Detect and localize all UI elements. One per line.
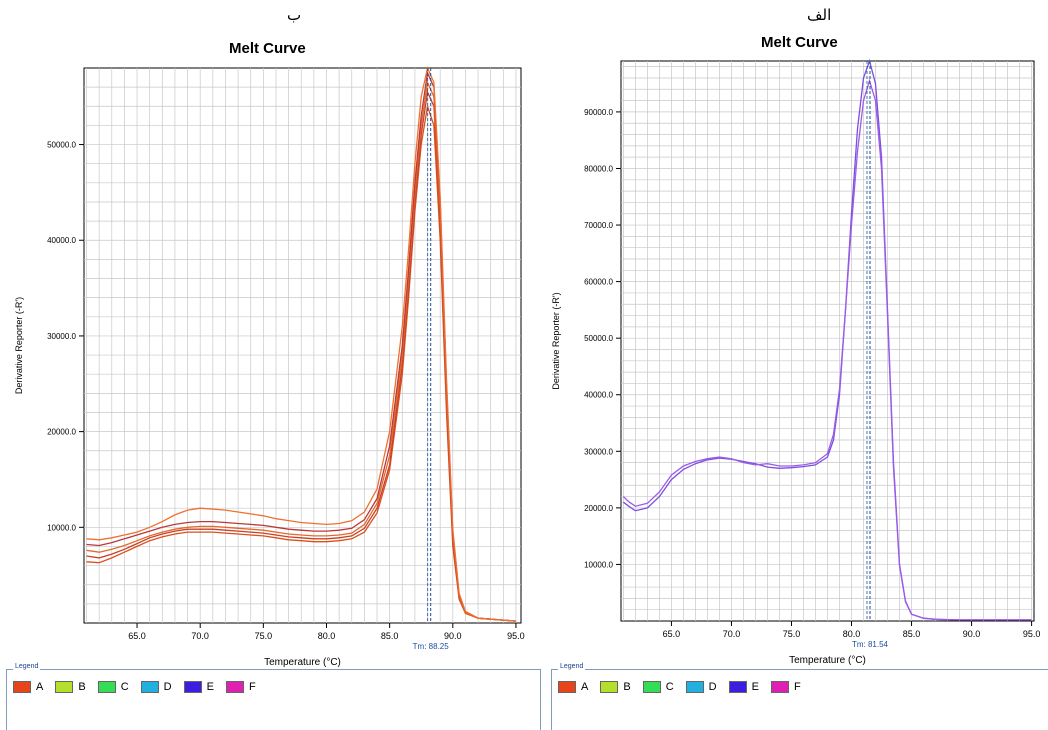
- x-tick-label: 95.0: [507, 631, 525, 641]
- legend-item-d[interactable]: D: [140, 681, 178, 693]
- legend-label: F: [793, 681, 801, 693]
- y-tick-label: 50000.0: [584, 334, 613, 343]
- legend-label: E: [206, 681, 214, 693]
- x-tick-label: 70.0: [723, 629, 741, 639]
- y-tick-label: 30000.0: [584, 447, 613, 456]
- legend-swatch: [600, 681, 619, 693]
- legend-label: A: [581, 681, 589, 693]
- x-tick-label: 90.0: [963, 629, 981, 639]
- legend-item-f[interactable]: F: [225, 681, 262, 693]
- grid: [84, 68, 521, 623]
- y-tick-label: 10000.0: [584, 560, 613, 569]
- x-tick-label: 95.0: [1023, 629, 1041, 639]
- y-tick-label: 50000.0: [47, 141, 76, 150]
- legend-item-f[interactable]: F: [770, 681, 807, 693]
- x-tick-label: 80.0: [318, 631, 336, 641]
- y-tick-label: 60000.0: [584, 278, 613, 287]
- legend-caption: Legend: [13, 663, 41, 670]
- tm-label: Tm: 81.54: [852, 640, 889, 649]
- legend-label: A: [36, 681, 44, 693]
- y-tick-label: 90000.0: [584, 108, 613, 117]
- legend-item-a[interactable]: A: [558, 681, 594, 693]
- legend-label: D: [708, 681, 717, 693]
- legend-items: A B C D E F: [13, 681, 262, 693]
- y-tick-label: 20000.0: [584, 504, 613, 513]
- legend-swatch: [728, 681, 747, 693]
- legend-swatch: [558, 681, 576, 693]
- grid: [621, 61, 1034, 621]
- x-axis-label: Temperature (°C): [264, 657, 341, 668]
- legend-box: Legend A B C D E F: [551, 663, 1048, 730]
- legend-swatch: [770, 681, 789, 693]
- x-tick-label: 80.0: [843, 629, 861, 639]
- legend-label: B: [78, 681, 86, 693]
- y-tick-label: 40000.0: [584, 391, 613, 400]
- left-panel: ب Melt Curve 65.0 70.0 75.0 80.0 85.0 90.0 95.…: [6, 6, 541, 730]
- panel-letter: ب: [287, 6, 302, 24]
- right-panel: الف Melt Curve 65.0 70.0 75.0 80.0 85.0 90.0 9…: [545, 0, 1048, 730]
- legend-item-c[interactable]: C: [97, 681, 135, 693]
- legend-swatch: [642, 681, 661, 693]
- legend-swatch: [225, 681, 244, 693]
- legend-item-a[interactable]: A: [13, 681, 49, 693]
- legend-label: E: [751, 681, 759, 693]
- x-tick-label: 85.0: [903, 629, 921, 639]
- legend-item-d[interactable]: D: [685, 681, 723, 693]
- legend-swatch: [183, 681, 202, 693]
- legend-item-b[interactable]: B: [55, 681, 91, 693]
- legend-label: B: [623, 681, 631, 693]
- melt-curve-chart-left: 65.0 70.0 75.0 80.0 85.0 90.0 95.0 10000.0 20000…: [14, 65, 525, 668]
- legend-swatch: [140, 681, 159, 693]
- x-tick-label: 65.0: [128, 631, 146, 641]
- x-tick-label: 65.0: [663, 629, 681, 639]
- melt-curve-chart-right: 65.0 70.0 75.0 80.0 85.0 90.0 95.0 10000.0 20000…: [551, 58, 1041, 666]
- y-tick-label: 40000.0: [47, 236, 76, 245]
- y-tick-label: 80000.0: [584, 164, 613, 173]
- y-tick-label: 30000.0: [47, 332, 76, 341]
- legend-item-e[interactable]: E: [183, 681, 220, 693]
- legend-swatch: [55, 681, 74, 693]
- x-tick-label: 90.0: [444, 631, 462, 641]
- x-tick-label: 85.0: [381, 631, 399, 641]
- legend-swatch: [685, 681, 704, 693]
- y-tick-label: 10000.0: [47, 523, 76, 532]
- x-axis-label: Temperature (°C): [789, 655, 866, 666]
- legend-label: C: [120, 681, 129, 693]
- series-line: [86, 65, 516, 622]
- x-tick-label: 75.0: [255, 631, 273, 641]
- legend-item-b[interactable]: B: [600, 681, 636, 693]
- legend-items: A B C D E F: [558, 681, 807, 693]
- legend-label: C: [665, 681, 674, 693]
- y-axis-label: Derivative Reporter (-R'): [551, 292, 561, 389]
- x-tick-label: 70.0: [191, 631, 209, 641]
- legend-item-e[interactable]: E: [728, 681, 765, 693]
- y-tick-label: 20000.0: [47, 428, 76, 437]
- legend-swatch: [13, 681, 31, 693]
- legend-label: D: [163, 681, 172, 693]
- legend-item-c[interactable]: C: [642, 681, 680, 693]
- panel-letter: الف: [807, 6, 832, 24]
- y-axis-label: Derivative Reporter (-R'): [14, 297, 24, 394]
- legend-box: Legend A B C D E F: [6, 663, 541, 730]
- chart-title: Melt Curve: [229, 40, 306, 57]
- x-tick-label: 75.0: [783, 629, 801, 639]
- chart-title: Melt Curve: [761, 34, 838, 51]
- legend-swatch: [97, 681, 116, 693]
- tm-label: Tm: 88.25: [413, 642, 450, 651]
- y-tick-label: 70000.0: [584, 221, 613, 230]
- series-line: [622, 78, 1032, 621]
- legend-caption: Legend: [558, 663, 586, 670]
- legend-label: F: [248, 681, 256, 693]
